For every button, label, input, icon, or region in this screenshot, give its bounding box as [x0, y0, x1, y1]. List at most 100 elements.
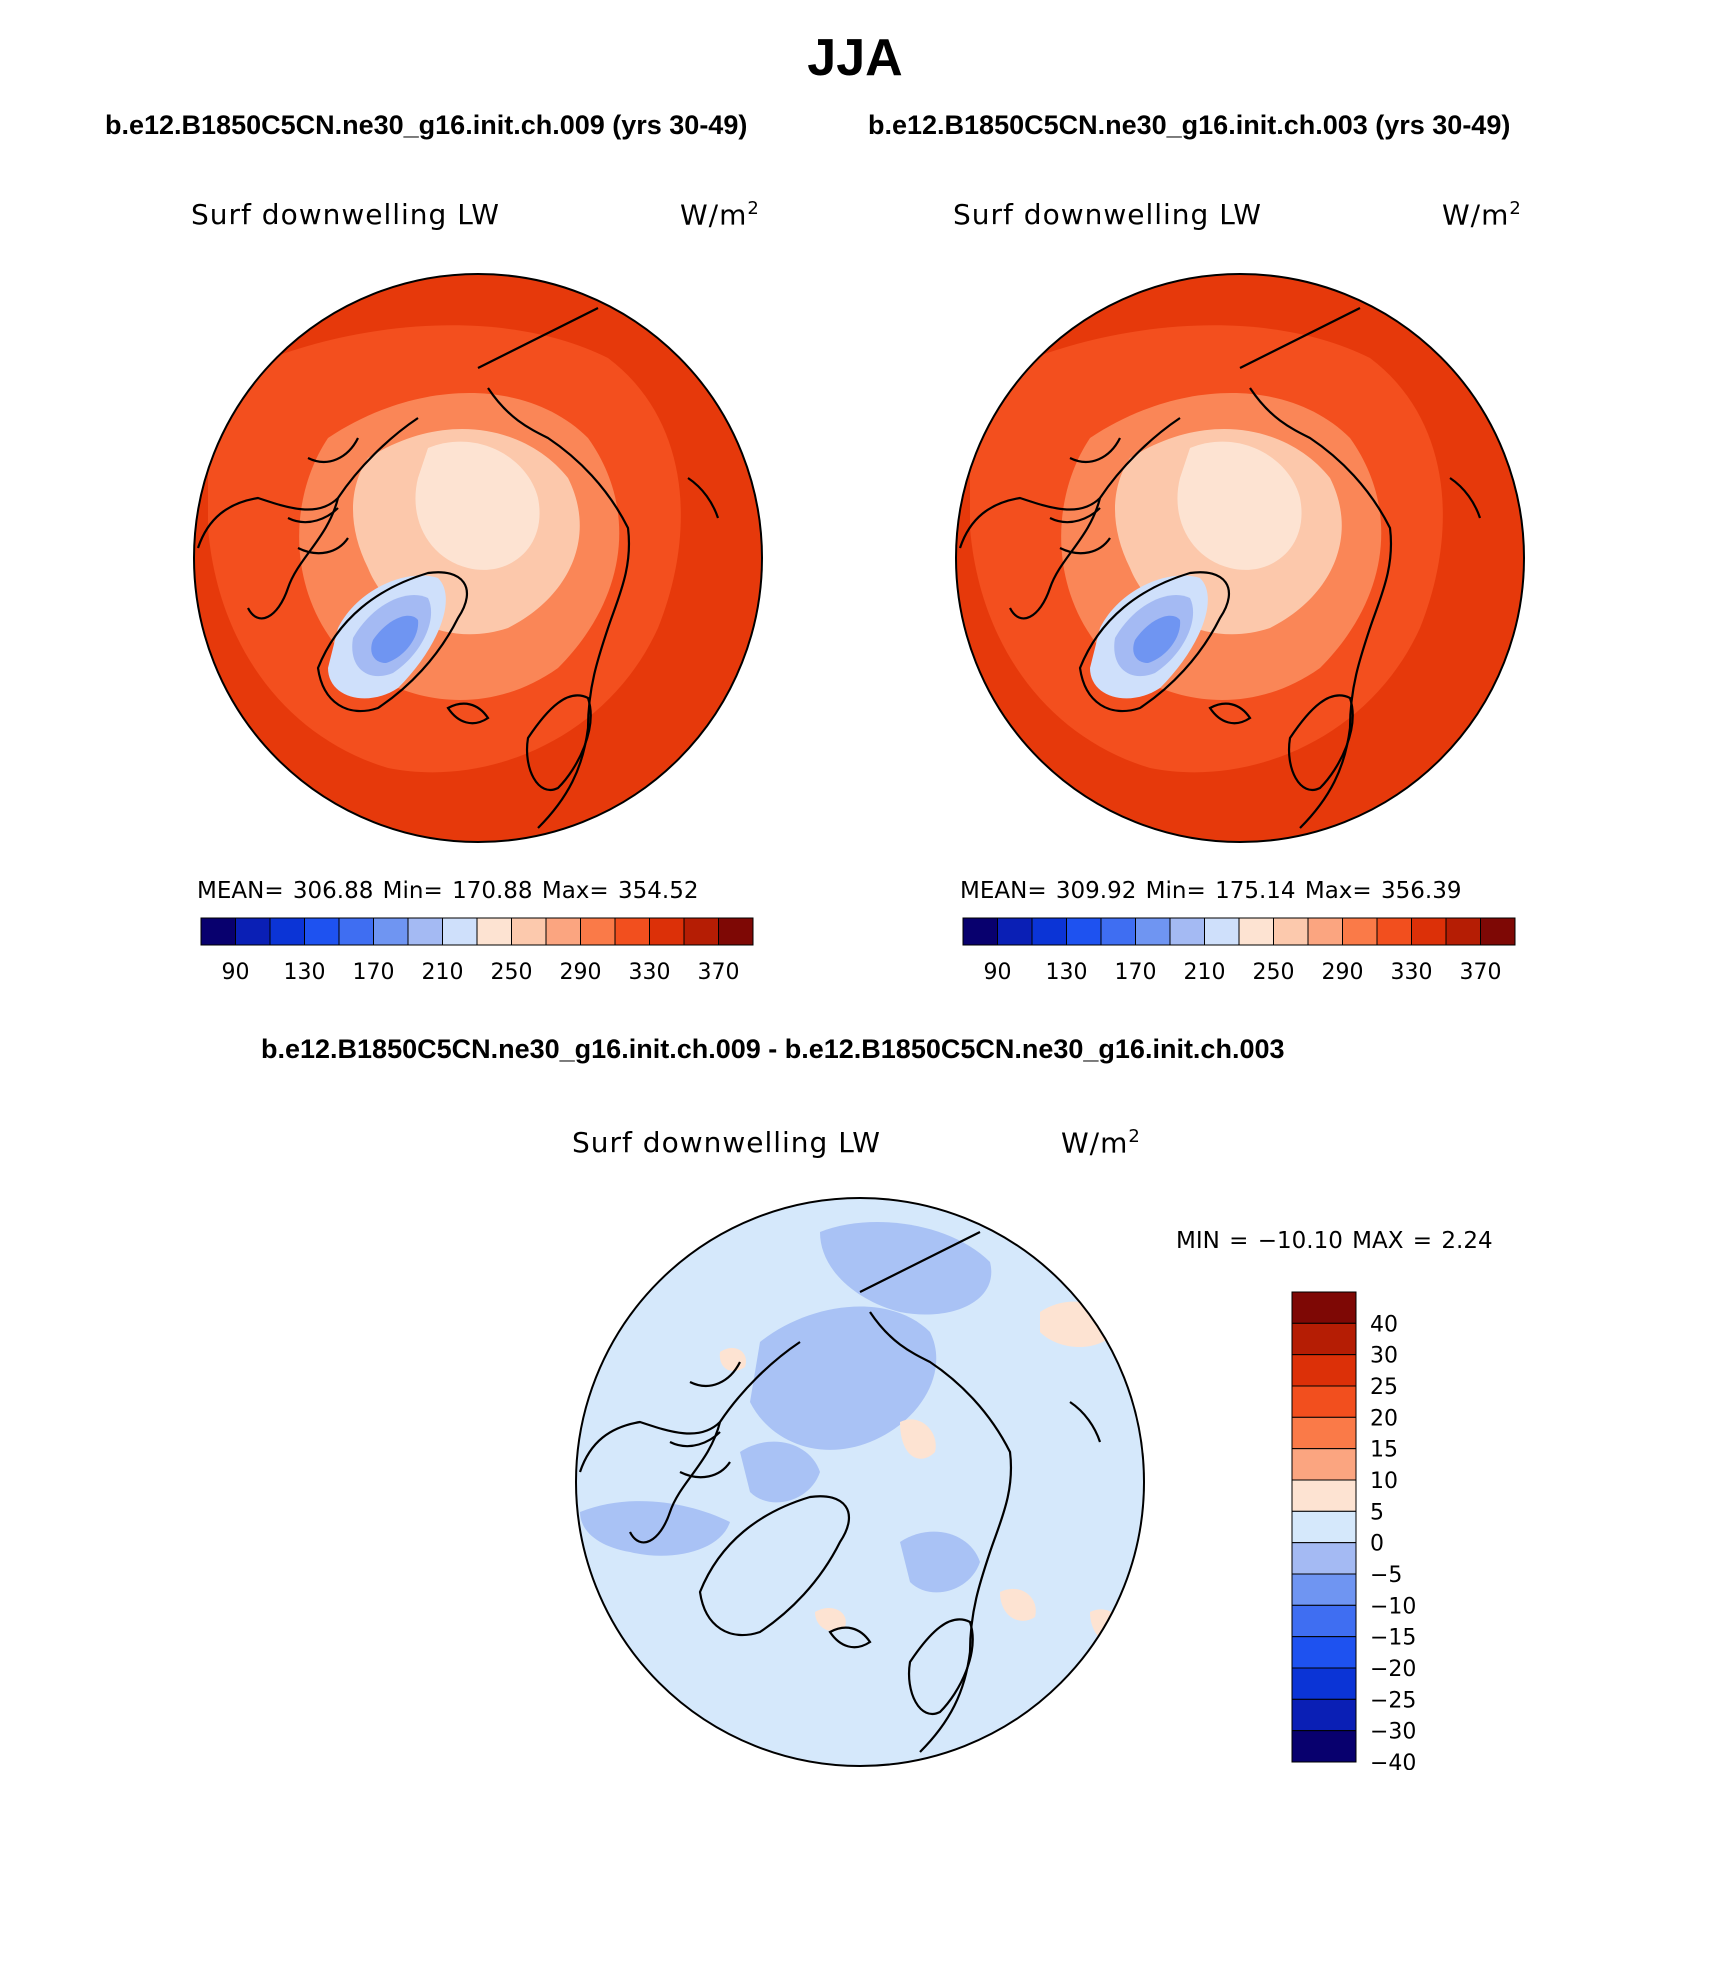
contour-fill-positive	[1000, 1588, 1036, 1621]
colorbar-box	[1291, 1354, 1357, 1387]
colorbar-box	[442, 917, 478, 946]
colorbar-tick-label: 40	[1370, 1312, 1398, 1337]
left-panel-case-title: b.e12.B1850C5CN.ne30_g16.init.ch.009 (yr…	[105, 110, 748, 140]
colorbar-labels: 90 130 170 210 250 290 330 370	[984, 960, 1502, 985]
left-panel-variable-label: Surf downwelling LW	[191, 198, 500, 231]
colorbar-box	[511, 917, 547, 946]
contour-fill-negative	[740, 1441, 820, 1503]
units-text: W/m	[1442, 198, 1510, 232]
colorbar-tick-label: 15	[1370, 1438, 1398, 1463]
colorbar-box	[1445, 917, 1481, 946]
colorbar-tick-label: −5	[1370, 1563, 1402, 1588]
colorbar-box	[1169, 917, 1205, 946]
colorbar-labels: 90 130 170 210 250 290 330 370	[222, 960, 740, 985]
contour-fill-negative	[750, 1306, 937, 1450]
colorbar-box	[1238, 917, 1274, 946]
colorbar-tick-label: 30	[1370, 1344, 1398, 1369]
diff-panel-units: W/m2	[1061, 1126, 1141, 1159]
scandinavia-coast	[525, 694, 592, 791]
right-panel-case-title: b.e12.B1850C5CN.ne30_g16.init.ch.003 (yr…	[868, 110, 1511, 140]
colorbar-box	[1291, 1604, 1357, 1638]
colorbar-box	[1291, 1479, 1357, 1512]
contour-fill-positive	[900, 1419, 936, 1459]
north-america-coast	[958, 417, 1181, 620]
colorbar-box	[1291, 1730, 1357, 1763]
map-boundary	[193, 273, 763, 843]
colorbar-box	[718, 917, 754, 946]
contour-fill-negative	[580, 1501, 730, 1556]
colorbar-box	[338, 917, 374, 946]
colorbar-box	[1291, 1291, 1357, 1324]
colorbar-boxes	[1291, 1291, 1357, 1763]
north-america-coast	[196, 417, 419, 620]
colorbar-box	[1291, 1510, 1357, 1544]
scandinavia-coast	[907, 1618, 974, 1715]
colorbar-box	[1291, 1385, 1357, 1418]
colorbar-tick-label: −30	[1370, 1720, 1416, 1745]
colorbar-box	[1031, 917, 1067, 946]
colorbar-tick-label: −20	[1370, 1657, 1416, 1682]
colorbar-tick-label: 130	[1046, 960, 1088, 985]
units-text: W/m	[680, 198, 748, 232]
right-colorbar: 90 130 170 210 250 290 330 370	[962, 917, 1516, 985]
colorbar-box	[1480, 917, 1516, 946]
colorbar-tick-label: 10	[1370, 1469, 1398, 1494]
coastlines	[578, 1231, 1102, 1753]
colorbar-box	[1291, 1573, 1357, 1606]
greenland-coast	[316, 571, 469, 713]
colorbar-tick-label: 330	[629, 960, 671, 985]
colorbar-box	[1411, 917, 1447, 946]
colorbar-tick-label: 330	[1391, 960, 1433, 985]
colorbar-box	[1066, 917, 1102, 946]
colorbar-tick-label: −25	[1370, 1688, 1416, 1713]
colorbar-box	[1291, 1636, 1357, 1669]
archipelago-coast	[1049, 437, 1121, 555]
colorbar-tick-label: 5	[1370, 1500, 1384, 1525]
iceland-coast	[828, 1626, 872, 1649]
colorbar-tick-label: 170	[1115, 960, 1157, 985]
colorbar-box	[1204, 917, 1240, 946]
colorbar-labels: 40 30 25 20 15 10 5 0 −5 −10 −15 −20 −25 −30 −40	[1370, 1312, 1416, 1770]
colorbar-tick-label: 25	[1370, 1375, 1398, 1400]
colorbar-box	[1291, 1698, 1357, 1732]
colorbar-box	[1273, 917, 1309, 946]
left-polar-map	[193, 273, 763, 843]
colorbar-tick-label: 170	[353, 960, 395, 985]
colorbar-box	[997, 917, 1033, 946]
contour-fill-cool-deep	[371, 615, 419, 663]
greenland-coast	[1078, 571, 1231, 713]
archipelago-coast	[287, 437, 359, 555]
colorbar-box	[1291, 1542, 1357, 1575]
colorbar-box	[649, 917, 685, 946]
far-east-coast	[687, 477, 720, 519]
left-colorbar: 90 130 170 210 250 290 330 370	[200, 917, 754, 985]
colorbar-boxes	[962, 917, 1516, 946]
colorbar-box	[269, 917, 305, 946]
difference-polar-map	[575, 1197, 1145, 1767]
far-east-coast	[1069, 1401, 1102, 1443]
iceland-coast	[1208, 702, 1252, 725]
colorbar-box	[1376, 917, 1412, 946]
colorbar-box	[1342, 917, 1378, 946]
contour-fill-palest	[1177, 441, 1302, 570]
colorbar-box	[235, 917, 271, 946]
colorbar-box	[476, 917, 512, 946]
colorbar-tick-label: 90	[984, 960, 1012, 985]
colorbar-box	[1100, 917, 1136, 946]
scandinavia-coast	[1287, 694, 1354, 791]
greenland-coast	[698, 1495, 851, 1637]
coastlines	[958, 307, 1482, 829]
map-boundary	[575, 1197, 1145, 1767]
colorbar-box	[1307, 917, 1343, 946]
colorbar-tick-label: 290	[560, 960, 602, 985]
colorbar-box	[1291, 1448, 1357, 1481]
colorbar-tick-label: 250	[491, 960, 533, 985]
colorbar-box	[1291, 1416, 1357, 1450]
diff-panel-min-max: MIN = −10.10 MAX = 2.24	[1176, 1228, 1493, 1254]
iceland-coast	[446, 702, 490, 725]
colorbar-box	[580, 917, 616, 946]
right-panel-stats: MEAN= 309.92 Min= 175.14 Max= 356.39	[960, 878, 1462, 904]
colorbar-tick-label: 0	[1370, 1532, 1384, 1557]
colorbar-tick-label: −10	[1370, 1594, 1416, 1619]
colorbar-tick-label: 210	[1184, 960, 1226, 985]
